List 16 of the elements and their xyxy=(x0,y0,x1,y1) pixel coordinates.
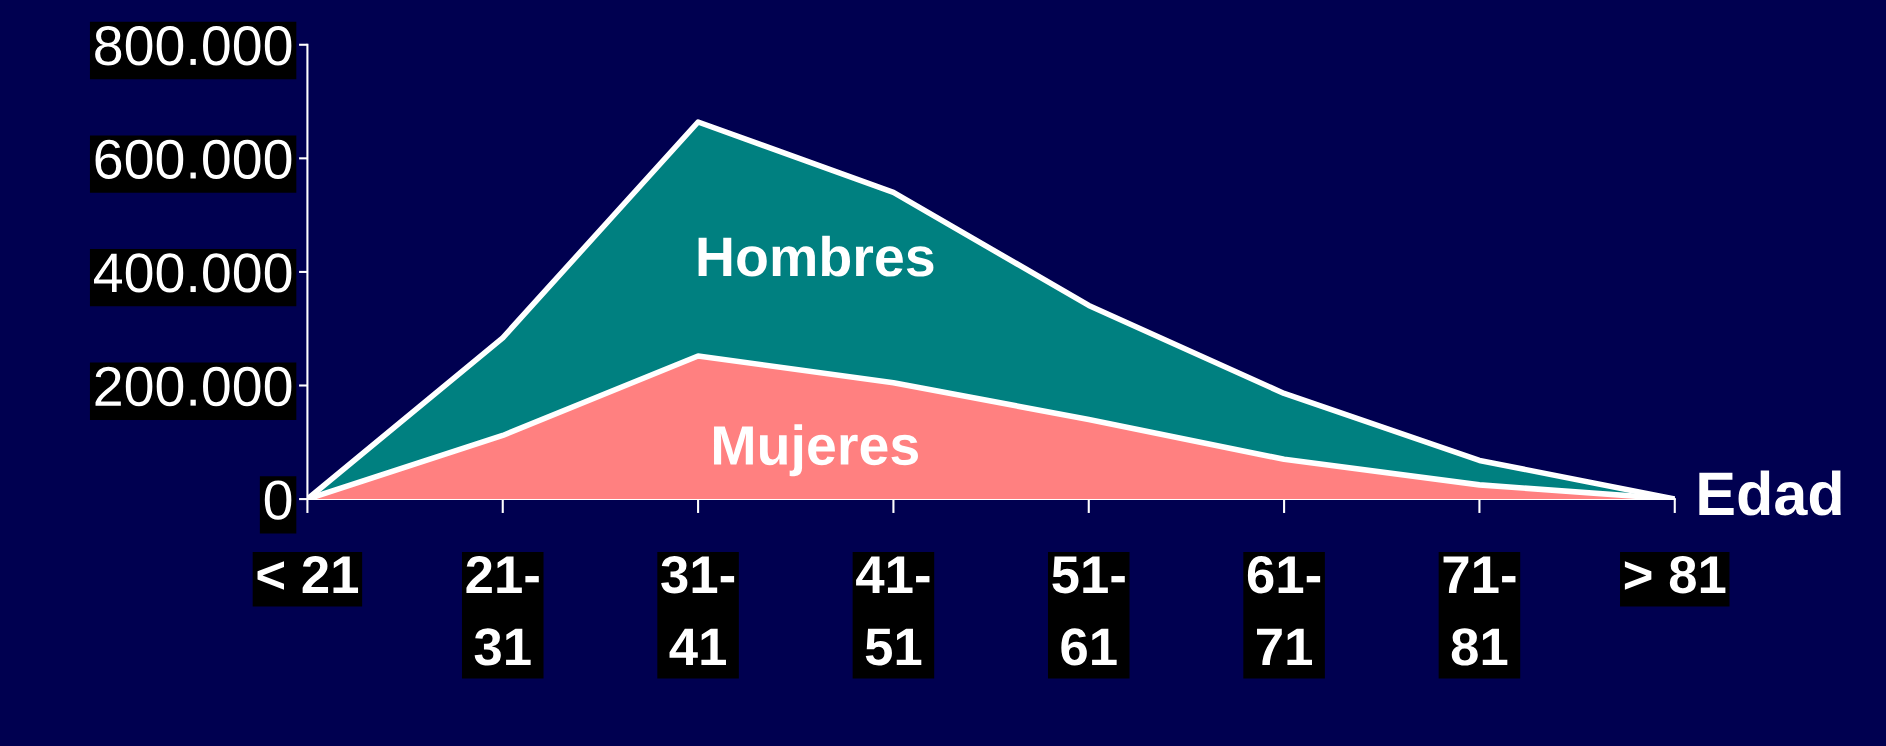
x-tick-label: > 81 xyxy=(1624,556,1726,594)
x-tick-label: 71- 81 xyxy=(1443,556,1516,666)
x-tick-label: 51- 61 xyxy=(1052,556,1125,666)
series-label: Mujeres xyxy=(714,424,918,477)
x-tick-label: 21- 31 xyxy=(466,556,539,666)
y-tick-label: 0 xyxy=(264,480,292,520)
x-tick-label: 61- 71 xyxy=(1247,556,1321,666)
x-axis-title: Edad xyxy=(1699,470,1841,516)
series-label: Hombres xyxy=(698,235,934,277)
y-tick-label: 600.000 xyxy=(95,139,292,180)
y-tick-label: 800.000 xyxy=(95,26,292,66)
y-tick-label: 400.000 xyxy=(94,253,292,293)
y-tick-label: 200.000 xyxy=(95,366,292,407)
x-tick-label: 31- 41 xyxy=(661,556,735,666)
x-tick-label: 41- 51 xyxy=(856,556,930,666)
x-tick-label: < 21 xyxy=(257,556,359,593)
